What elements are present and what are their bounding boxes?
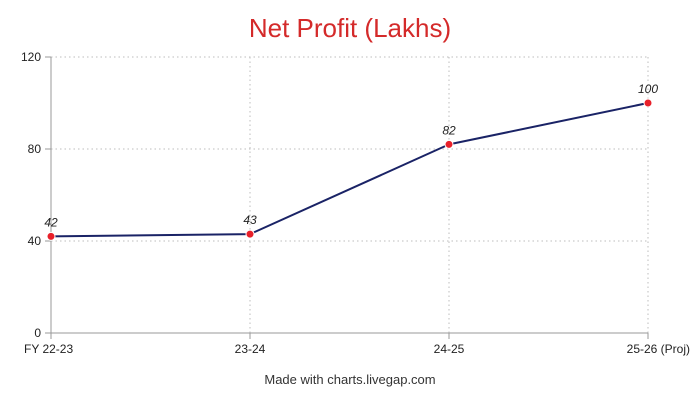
x-tick-labels: FY 22-23 23-24 24-25 25-26 (Proj) [24,342,690,356]
y-tick-label: 0 [34,326,41,340]
series-line [50,102,649,238]
data-label: 42 [44,215,58,229]
footer-credit: Made with charts.livegap.com [264,372,436,387]
data-label: 43 [243,213,257,227]
x-tick-label: 25-26 (Proj) [627,342,690,356]
data-points [46,98,653,241]
y-tick-label: 80 [28,142,42,156]
data-point [46,231,56,241]
series-line-group [50,102,649,238]
y-tick-label: 40 [28,234,42,248]
data-point [245,229,255,239]
axes [45,56,649,339]
y-tick-labels: 0 40 80 120 [21,50,41,340]
y-tick-label: 120 [21,50,41,64]
x-tick-label: FY 22-23 [24,342,73,356]
data-point [643,98,653,108]
data-point [444,139,454,149]
x-tick-label: 23-24 [235,342,266,356]
data-label: 82 [442,123,456,137]
data-labels: 42 43 82 100 [44,82,658,229]
x-tick-label: 24-25 [434,342,465,356]
grid-lines [51,56,649,333]
data-label: 100 [638,82,658,96]
chart-title: Net Profit (Lakhs) [248,13,452,43]
